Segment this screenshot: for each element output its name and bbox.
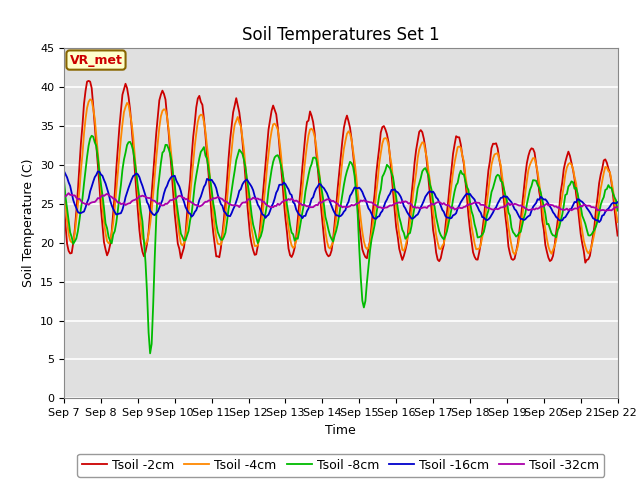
X-axis label: Time: Time (325, 424, 356, 437)
Tsoil -8cm (397, 220, 404, 226)
Tsoil -8cm (166, 151, 174, 157)
Tsoil -32cm (408, 202, 415, 207)
Tsoil -8cm (76, 218, 83, 224)
Tsoil -16cm (406, 214, 414, 219)
Tsoil -8cm (614, 208, 621, 214)
Tsoil -4cm (60, 184, 68, 190)
Line: Tsoil -4cm: Tsoil -4cm (64, 99, 618, 254)
Tsoil -32cm (614, 204, 621, 210)
Line: Tsoil -2cm: Tsoil -2cm (64, 81, 618, 263)
Tsoil -2cm (582, 260, 589, 265)
Tsoil -32cm (548, 202, 556, 208)
Tsoil -16cm (546, 204, 554, 209)
Tsoil -8cm (549, 232, 557, 238)
Tsoil -16cm (614, 199, 621, 205)
Tsoil -16cm (76, 210, 83, 216)
Tsoil -2cm (548, 257, 556, 263)
Tsoil -32cm (396, 200, 403, 205)
Tsoil -4cm (396, 231, 403, 237)
Legend: Tsoil -2cm, Tsoil -4cm, Tsoil -8cm, Tsoil -16cm, Tsoil -32cm: Tsoil -2cm, Tsoil -4cm, Tsoil -8cm, Tsoi… (77, 454, 604, 477)
Title: Soil Temperatures Set 1: Soil Temperatures Set 1 (242, 25, 440, 44)
Tsoil -2cm (377, 130, 385, 135)
Tsoil -32cm (164, 199, 172, 205)
Tsoil -16cm (60, 168, 68, 174)
Tsoil -2cm (76, 164, 83, 170)
Tsoil -16cm (376, 213, 383, 219)
Tsoil -16cm (163, 183, 171, 189)
Y-axis label: Soil Temperature (C): Soil Temperature (C) (22, 159, 35, 288)
Tsoil -16cm (394, 190, 401, 195)
Tsoil -4cm (86, 96, 94, 102)
Tsoil -4cm (511, 252, 518, 257)
Tsoil -4cm (408, 208, 415, 214)
Tsoil -32cm (65, 190, 72, 196)
Tsoil -2cm (60, 203, 68, 209)
Tsoil -8cm (60, 177, 68, 183)
Tsoil -32cm (77, 198, 84, 204)
Tsoil -32cm (60, 193, 68, 199)
Tsoil -4cm (549, 247, 557, 253)
Tsoil -8cm (147, 350, 154, 356)
Tsoil -32cm (377, 204, 385, 210)
Tsoil -4cm (76, 188, 83, 194)
Line: Tsoil -16cm: Tsoil -16cm (64, 171, 618, 222)
Text: VR_met: VR_met (70, 54, 122, 67)
Tsoil -4cm (377, 150, 385, 156)
Line: Tsoil -8cm: Tsoil -8cm (64, 136, 618, 353)
Tsoil -32cm (602, 208, 609, 214)
Line: Tsoil -32cm: Tsoil -32cm (64, 193, 618, 211)
Tsoil -8cm (378, 174, 386, 180)
Tsoil -2cm (84, 78, 92, 84)
Tsoil -2cm (164, 129, 172, 134)
Tsoil -2cm (408, 193, 415, 199)
Tsoil -8cm (409, 213, 417, 218)
Tsoil -4cm (164, 126, 172, 132)
Tsoil -16cm (595, 219, 603, 225)
Tsoil -8cm (88, 133, 95, 139)
Tsoil -2cm (396, 246, 403, 252)
Tsoil -4cm (614, 219, 621, 225)
Tsoil -2cm (614, 233, 621, 239)
